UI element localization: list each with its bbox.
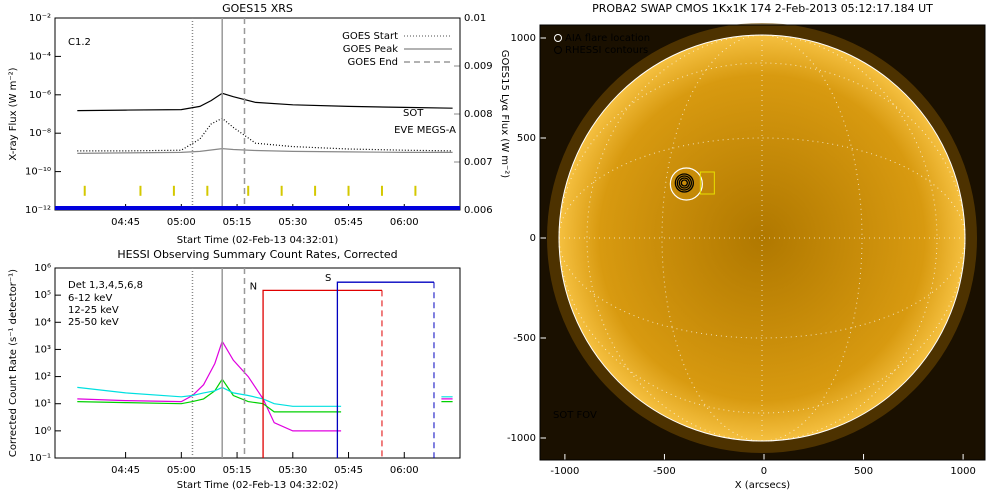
y-tick-label: 10⁻² xyxy=(29,13,51,24)
y2-tick-label: 0.008 xyxy=(464,109,493,120)
y-tick-label: 10⁻¹⁰ xyxy=(25,167,51,178)
y-tick-label: 10⁵ xyxy=(34,290,51,301)
series-line xyxy=(77,378,453,413)
plot-frame xyxy=(54,267,461,459)
x-tick-label: 05:30 xyxy=(278,465,307,476)
sot-label: SOT xyxy=(403,108,424,119)
interval xyxy=(262,289,382,458)
plot-frame xyxy=(539,24,986,461)
chart-title: PROBA2 SWAP CMOS 1Kx1K 174 2-Feb-2013 05… xyxy=(592,2,933,15)
y-tick-label: 10⁻⁴ xyxy=(29,51,51,62)
x-tick-label: 05:45 xyxy=(334,465,363,476)
rhessi-contour xyxy=(674,173,695,193)
x-tick-label: 06:00 xyxy=(390,217,419,228)
y-tick-label: 10⁻⁶ xyxy=(29,90,51,101)
x-axis-label: Start Time (02-Feb-13 04:32:02) xyxy=(177,480,339,491)
x-tick-label: 05:00 xyxy=(167,217,196,228)
y-tick-label: 10⁻¹² xyxy=(25,205,51,216)
x-tick-label: 04:45 xyxy=(111,217,140,228)
legend-label: 12-25 keV xyxy=(68,305,119,316)
y-tick-label: 10⁶ xyxy=(34,263,51,274)
interval-label: N xyxy=(250,281,257,292)
x-tick-label: 05:30 xyxy=(278,217,307,228)
flare-location xyxy=(669,167,703,201)
x-tick-label: -1000 xyxy=(550,466,579,477)
x-tick-label: 1000 xyxy=(950,466,975,477)
y2-tick-label: 0.01 xyxy=(464,13,486,24)
x-tick-label: 0 xyxy=(761,466,767,477)
rhessi-contour xyxy=(678,177,691,189)
legend-title: Det 1,3,4,5,6,8 xyxy=(68,280,143,291)
x-tick-label: 05:00 xyxy=(167,465,196,476)
eve-label: EVE MEGS-A xyxy=(394,125,456,136)
x-axis-label: X (arcsecs) xyxy=(735,480,791,491)
x-tick-label: 500 xyxy=(854,466,873,477)
legend-label: GOES End xyxy=(348,57,398,68)
x-tick-label: 06:00 xyxy=(390,465,419,476)
annotation: SOT FOV xyxy=(553,410,597,421)
y2-tick-label: 0.007 xyxy=(464,157,493,168)
x-tick-label: 05:45 xyxy=(334,217,363,228)
legend-label: GOES Start xyxy=(342,31,398,42)
y-tick-label: 10⁴ xyxy=(34,317,51,328)
interval xyxy=(336,281,434,458)
chart-title: GOES15 XRS xyxy=(222,2,293,15)
legend-label: AIA flare location xyxy=(565,33,650,44)
heliographic-grid xyxy=(558,34,966,442)
legend-label: RHESSI contours xyxy=(565,45,648,56)
legend-label: 25-50 keV xyxy=(68,317,119,328)
y2-tick-label: 0.009 xyxy=(464,61,493,72)
series-line xyxy=(77,386,453,407)
y-axis-label: X-ray Flux (W m⁻²) xyxy=(8,67,19,160)
x-tick-label: -500 xyxy=(653,466,676,477)
series-line xyxy=(77,92,453,112)
y-tick-label: 10³ xyxy=(34,344,51,355)
legend-swatch xyxy=(554,34,562,42)
y2-tick-label: 0.006 xyxy=(464,205,493,216)
y-tick-label: 500 xyxy=(517,133,536,144)
x-tick-label: 05:15 xyxy=(223,465,252,476)
legend-swatch xyxy=(554,46,562,54)
y-tick-label: 1000 xyxy=(511,33,536,44)
series-line xyxy=(77,147,453,154)
series-line xyxy=(77,339,453,432)
y-axis-label: Corrected Count Rate (s⁻¹ detector⁻¹) xyxy=(8,269,19,457)
rhessi-contour xyxy=(676,175,693,191)
plot-frame xyxy=(54,17,461,211)
chart-title: HESSI Observing Summary Count Rates, Cor… xyxy=(117,248,397,261)
y-tick-label: -1000 xyxy=(507,433,536,444)
interval-label: S xyxy=(325,273,331,284)
rhessi-contour xyxy=(680,179,689,187)
y-tick-label: 10⁻⁸ xyxy=(29,128,51,139)
y-tick-label: 10⁰ xyxy=(34,426,51,437)
y-tick-label: 10⁻¹ xyxy=(29,453,51,464)
y-tick-label: 10² xyxy=(34,372,51,383)
x-tick-label: 05:15 xyxy=(223,217,252,228)
x-axis-label: Start Time (02-Feb-13 04:32:01) xyxy=(177,235,339,246)
legend-label: GOES Peak xyxy=(343,44,398,55)
x-tick-label: 04:45 xyxy=(111,465,140,476)
annotation: C1.2 xyxy=(68,37,91,48)
y-tick-label: 10¹ xyxy=(34,399,51,410)
legend-label: 6-12 keV xyxy=(68,293,112,304)
y2-axis-label: GOES15 Lyα Flux (W m⁻²) xyxy=(499,50,510,178)
sot-fov xyxy=(699,171,715,195)
y-tick-label: 0 xyxy=(530,233,536,244)
y-tick-label: -500 xyxy=(513,333,536,344)
